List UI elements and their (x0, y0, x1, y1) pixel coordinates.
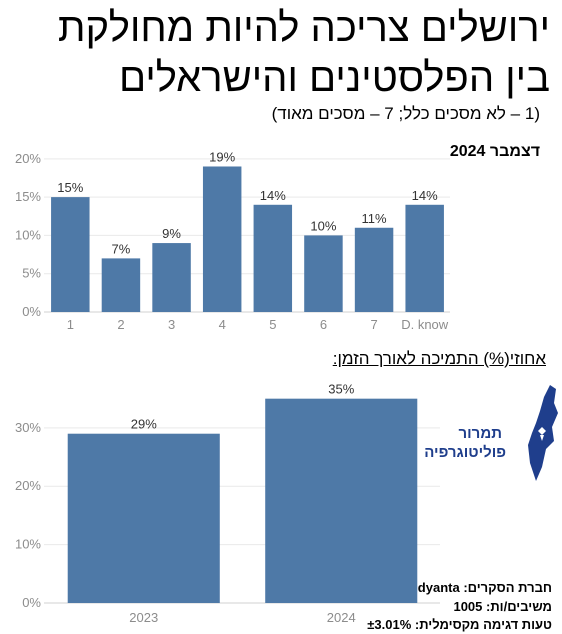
period-label: דצמבר 2024 (449, 143, 540, 160)
data-label: 7% (112, 241, 131, 256)
bar (152, 243, 191, 312)
data-label: 29% (131, 417, 157, 432)
x-tick-label: 2023 (129, 610, 158, 625)
y-tick-label: 10% (15, 227, 41, 242)
bar (265, 398, 418, 603)
x-tick-label: D. know (401, 317, 449, 332)
data-label: 9% (162, 226, 181, 241)
x-tick-label: 2024 (327, 610, 356, 625)
x-tick-label: 3 (168, 317, 175, 332)
logo-text-line-1: תמרור (458, 425, 502, 442)
logo-text-line-2: פוליטוגרפיה (424, 444, 506, 461)
x-tick-label: 1 (67, 317, 74, 332)
trend-heading: אחוזי(%) התמיכה לאורך הזמן: (332, 349, 546, 368)
bar (202, 166, 242, 312)
bar (354, 227, 394, 312)
x-tick-label: 5 (269, 317, 276, 332)
data-label: 35% (328, 382, 354, 397)
x-tick-label: 7 (370, 317, 377, 332)
footer-respondents: משיבים/ות: 1005 (453, 599, 552, 614)
y-tick-label: 20% (15, 151, 41, 166)
data-label: 14% (260, 188, 286, 203)
bar (405, 204, 444, 312)
bar (101, 258, 141, 312)
bar (304, 235, 343, 312)
y-tick-label: 10% (15, 537, 41, 552)
y-tick-label: 30% (15, 420, 41, 435)
y-tick-label: 0% (22, 595, 41, 610)
data-label: 19% (209, 149, 235, 164)
chart-title-line-1: ירושלים צריכה להיות מחולקת (57, 6, 550, 50)
israel-map-logo-icon (528, 385, 558, 481)
data-label: 15% (57, 180, 83, 195)
y-tick-label: 0% (22, 304, 41, 319)
y-tick-label: 5% (22, 266, 41, 281)
x-tick-label: 6 (320, 317, 327, 332)
data-label: 11% (362, 211, 387, 226)
bar (67, 433, 220, 603)
distribution-bar-chart: 0% 5% 10% 15% 20% 15% 1 7% 2 9% 3 19% 4 14% 5 10% 6 11% 7 1… (15, 149, 450, 332)
data-label: 14% (412, 188, 438, 203)
y-tick-label: 15% (15, 189, 41, 204)
y-tick-label: 20% (15, 478, 41, 493)
footer-margin: טעות דגימה מקסימלית: ±3.01% (367, 617, 552, 632)
chart-title-line-2: בין הפלסטינים והישראלים (118, 56, 550, 100)
bar (253, 204, 293, 312)
scale-subtitle: (1 – לא מסכים כלל; 7 – מסכים מאוד) (271, 104, 540, 123)
x-tick-label: 2 (117, 317, 124, 332)
trend-bar-chart: 0% 10% 20% 30% 29% 2023 35% 2024 (15, 382, 440, 625)
bar (51, 197, 90, 312)
x-tick-label: 4 (219, 317, 226, 332)
footer-company: חברת הסקרים: dyanta (417, 580, 552, 595)
data-label: 10% (310, 218, 336, 233)
